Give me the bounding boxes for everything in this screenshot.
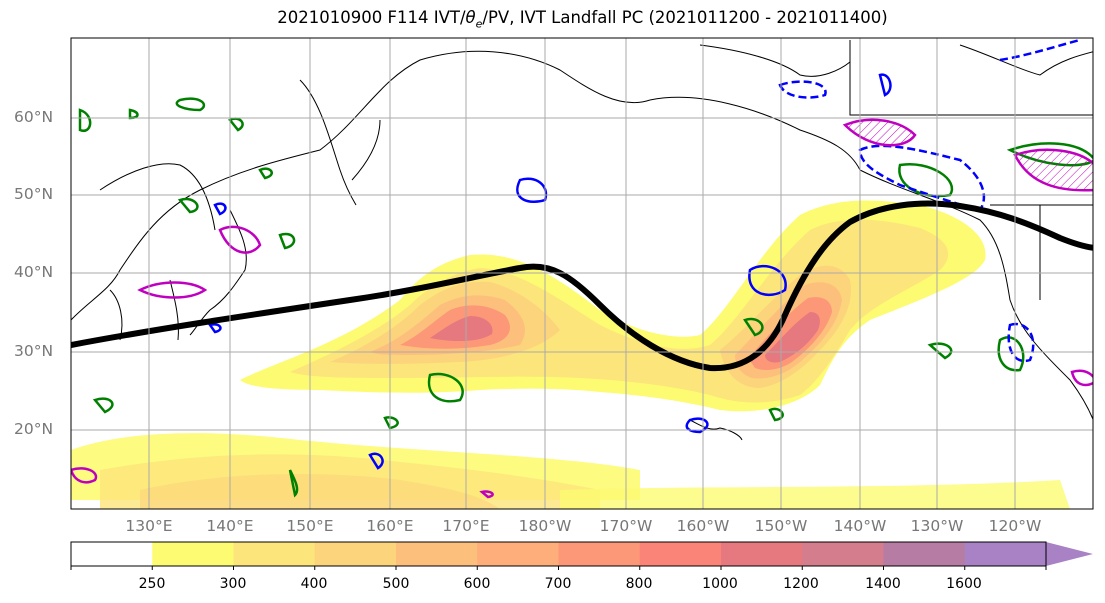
colorbar-label-250: 250 bbox=[138, 576, 166, 592]
lon-label-160e: 160°E bbox=[366, 517, 414, 535]
colorbar-label-1000: 1000 bbox=[702, 576, 738, 592]
map-frame bbox=[70, 37, 1094, 510]
colorbar-segment bbox=[71, 542, 153, 566]
ivt-shading bbox=[71, 200, 1070, 509]
colorbar-segment bbox=[314, 542, 397, 566]
lon-label-130w: 130°W bbox=[910, 517, 964, 535]
colorbar-label-1400: 1400 bbox=[865, 576, 901, 592]
pc-line bbox=[71, 200, 1093, 372]
colorbar-segment bbox=[802, 542, 884, 566]
lon-label-180w: 180°W bbox=[518, 517, 572, 535]
lon-label-150w: 150°W bbox=[754, 517, 808, 535]
magenta-contours bbox=[71, 118, 1093, 499]
colorbar-label-1200: 1200 bbox=[783, 576, 819, 592]
lat-label-30n: 30°N bbox=[14, 342, 54, 360]
map-title: 2021010900 F114 IVT/θe/PV, IVT Landfall … bbox=[277, 8, 888, 31]
gridlines bbox=[71, 38, 1093, 509]
colorbar-label-800: 800 bbox=[625, 576, 653, 592]
lon-label-120w: 120°W bbox=[988, 517, 1042, 535]
colorbar-label-300: 300 bbox=[219, 576, 247, 592]
colorbar-segment bbox=[883, 542, 966, 566]
lon-label-140w: 140°W bbox=[833, 517, 887, 535]
lon-label-150e: 150°E bbox=[286, 517, 334, 535]
colorbar-label-1600: 1600 bbox=[946, 576, 982, 592]
colorbar-ticks bbox=[70, 566, 1047, 570]
colorbar-arrow bbox=[1046, 542, 1093, 566]
colorbar-segment bbox=[964, 542, 1047, 566]
colorbar-segment bbox=[396, 542, 478, 566]
colorbar-segment bbox=[152, 542, 234, 566]
lat-label-20n: 20°N bbox=[14, 420, 54, 438]
lon-label-170e: 170°E bbox=[442, 517, 490, 535]
lon-label-140e: 140°E bbox=[206, 517, 254, 535]
colorbar-label-600: 600 bbox=[463, 576, 491, 592]
lon-label-160w: 160°W bbox=[676, 517, 730, 535]
colorbar-segment bbox=[558, 542, 641, 566]
colorbar-label-500: 500 bbox=[382, 576, 410, 592]
lat-label-60n: 60°N bbox=[14, 108, 54, 126]
colorbar-label-700: 700 bbox=[544, 576, 572, 592]
colorbar-segment bbox=[233, 542, 316, 566]
colorbar-segment bbox=[477, 542, 559, 566]
colorbar-label-400: 400 bbox=[300, 576, 328, 592]
colorbar bbox=[71, 542, 1047, 566]
colorbar-segment bbox=[721, 542, 803, 566]
lon-label-170w: 170°W bbox=[599, 517, 653, 535]
colorbar-segment bbox=[639, 542, 722, 566]
lat-label-50n: 50°N bbox=[14, 185, 54, 203]
lat-label-40n: 40°N bbox=[14, 263, 54, 281]
lon-label-130e: 130°E bbox=[125, 517, 173, 535]
